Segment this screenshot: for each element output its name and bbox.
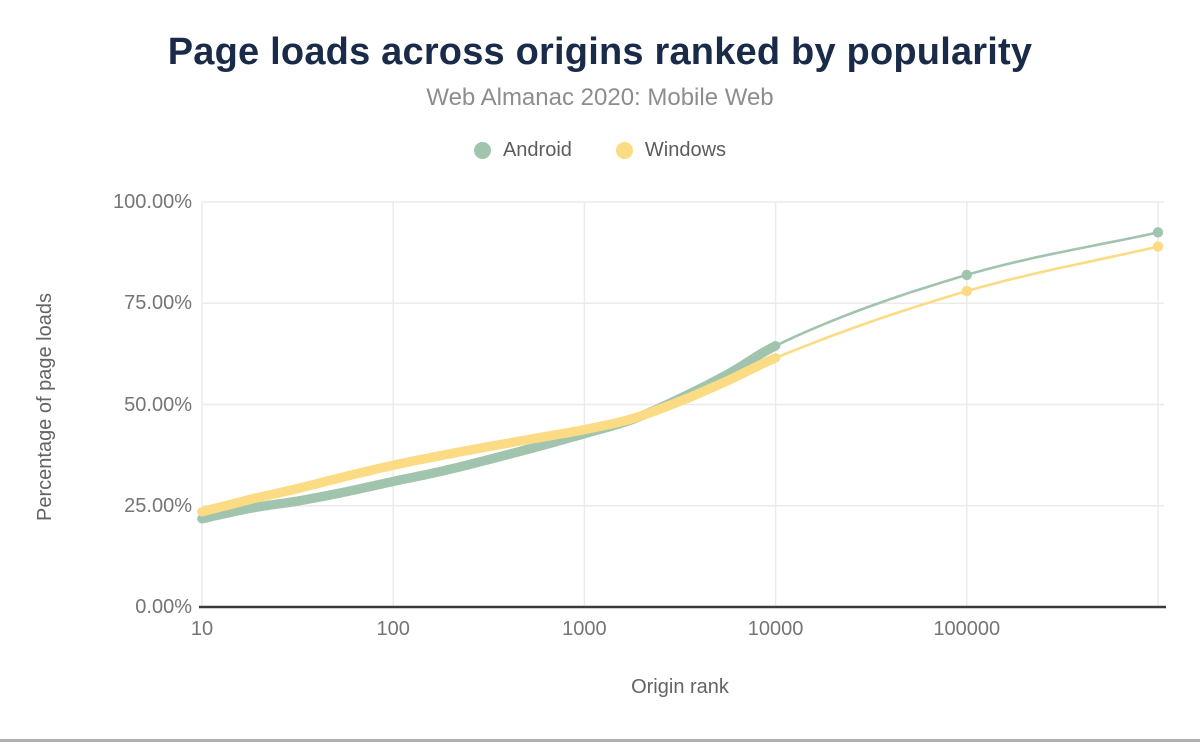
y-tick-label: 25.00% — [124, 494, 192, 517]
legend-item-android[interactable]: Android — [473, 139, 572, 162]
legend-label-windows: Windows — [644, 139, 727, 161]
x-tick-label: 10000 — [747, 618, 804, 640]
x-tick-label: 10 — [190, 618, 214, 640]
chart-title: Page loads across origins ranked by popu… — [167, 31, 1033, 73]
legend-dot-android-icon — [473, 142, 491, 159]
y-tick-label: 50.00% — [124, 393, 192, 416]
page-bottom-border — [0, 739, 1200, 742]
data-point-marker[interactable] — [205, 505, 215, 515]
data-point-marker[interactable] — [293, 483, 304, 494]
x-tick-label: 1000 — [562, 618, 607, 640]
data-point-marker[interactable] — [197, 514, 207, 524]
legend-dot-windows-icon — [615, 142, 633, 159]
legend-label-android: Android — [502, 139, 572, 161]
data-point-marker[interactable] — [770, 353, 781, 363]
data-point-marker[interactable] — [262, 490, 273, 501]
legend-item-windows[interactable]: Windows — [615, 139, 727, 162]
x-axis-title: Origin rank — [631, 676, 729, 698]
y-tick-label: 0.00% — [135, 596, 192, 618]
y-tick-label: 75.00% — [124, 292, 192, 315]
data-point-marker[interactable] — [770, 341, 781, 351]
data-point-marker[interactable] — [293, 496, 304, 506]
series-windows[interactable] — [197, 241, 1164, 517]
y-tick-label: 100.00% — [113, 191, 192, 213]
legend: Android Windows — [0, 139, 1200, 162]
data-point-marker[interactable] — [276, 498, 287, 509]
chart-subtitle: Web Almanac 2020: Mobile Web — [426, 84, 774, 111]
data-point-marker[interactable] — [254, 492, 265, 502]
data-point-marker[interactable] — [961, 285, 972, 297]
data-point-marker[interactable] — [285, 485, 296, 495]
data-point-marker[interactable] — [262, 500, 273, 511]
data-point-marker[interactable] — [961, 269, 972, 281]
data-point-marker[interactable] — [276, 487, 287, 498]
data-point-marker[interactable] — [1152, 227, 1164, 238]
data-point-marker[interactable] — [197, 507, 207, 517]
x-tick-label: 100000 — [933, 618, 1001, 640]
x-tick-label: 100 — [376, 618, 410, 640]
data-point-marker[interactable] — [285, 497, 296, 507]
data-point-marker[interactable] — [1152, 241, 1164, 252]
data-point-marker[interactable] — [254, 502, 265, 512]
